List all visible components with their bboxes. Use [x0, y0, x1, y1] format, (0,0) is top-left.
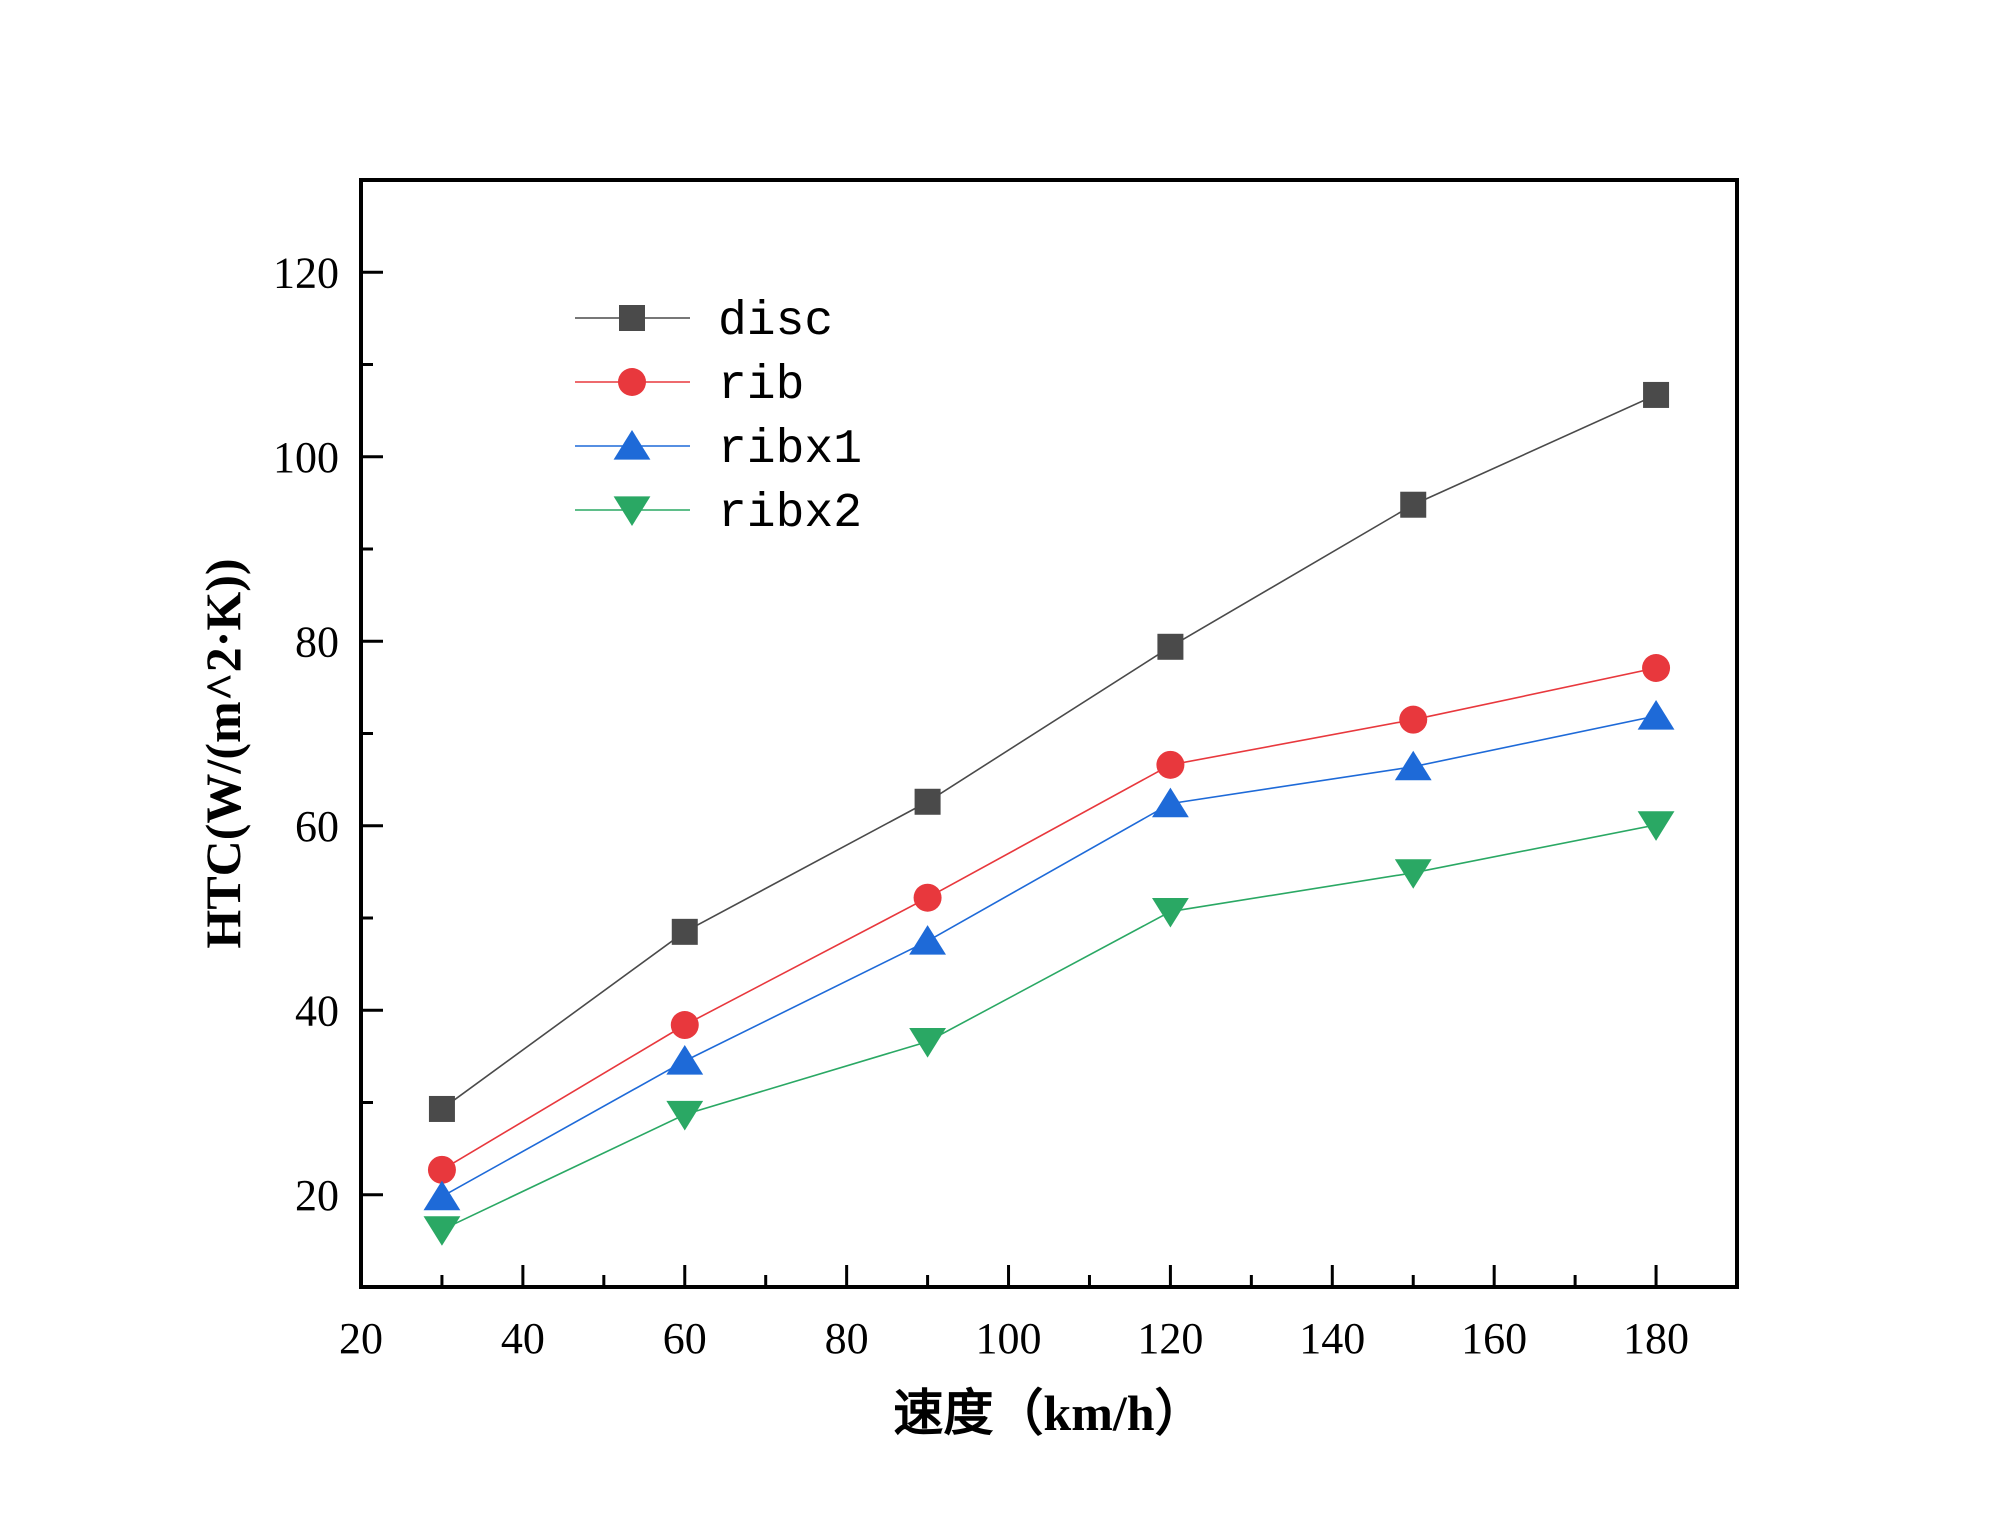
y-tick-label: 120: [273, 248, 339, 297]
data-point-rib: [1399, 705, 1428, 734]
x-tick-label: 100: [976, 1314, 1042, 1363]
data-point-ribx2: [666, 1100, 704, 1131]
data-point-disc: [914, 788, 941, 815]
y-axis-title: HTC(W/(m^2·K)): [195, 558, 251, 948]
data-point-rib: [913, 883, 942, 912]
legend-marker: [619, 305, 645, 331]
x-tick-label: 20: [339, 1314, 383, 1363]
x-axis-title: 速度（km/h）: [893, 1385, 1204, 1441]
data-point-ribx1: [909, 925, 946, 955]
y-tick-label: 40: [295, 986, 339, 1035]
data-point-ribx2: [423, 1216, 461, 1246]
y-tick-label: 20: [295, 1171, 339, 1220]
legend-label: ribx2: [718, 487, 862, 541]
data-point-disc: [428, 1095, 455, 1122]
data-point-rib: [427, 1155, 456, 1184]
legend-label: disc: [718, 295, 833, 349]
legend-item-rib: rib: [575, 359, 804, 413]
legend-marker: [613, 496, 651, 526]
axes-layer: 20 40 60 80 100 120 140 160 180 20 40 60 80 100 120: [273, 248, 1689, 1363]
legend-label: rib: [718, 359, 804, 413]
series-line-ribx2: [441, 824, 1657, 1231]
data-point-ribx1: [1637, 699, 1675, 730]
series-line-ribx1: [441, 715, 1657, 1198]
data-point-disc: [671, 918, 698, 945]
data-point-disc: [1400, 491, 1427, 518]
series-ribx2: [423, 811, 1675, 1246]
x-tick-label: 80: [825, 1314, 869, 1363]
data-point-rib: [1642, 654, 1671, 683]
series-line-rib: [441, 667, 1657, 1171]
legend-item-ribx2: ribx2: [575, 487, 862, 541]
y-tick-label: 60: [295, 802, 339, 851]
data-point-ribx1: [666, 1044, 704, 1075]
legend-label: ribx1: [718, 423, 862, 477]
plot-area: [359, 178, 1739, 1289]
x-tick-label: 60: [663, 1314, 707, 1363]
legend-item-disc: disc: [575, 295, 833, 349]
y-tick-label: 100: [273, 433, 339, 482]
data-point-disc: [1643, 381, 1670, 408]
x-tick-label: 40: [501, 1314, 545, 1363]
legend-item-ribx1: ribx1: [575, 423, 862, 477]
data-point-ribx1: [423, 1180, 461, 1211]
data-point-ribx1: [1394, 750, 1432, 781]
data-point-rib: [670, 1011, 699, 1040]
plot-frame: [359, 178, 1739, 1289]
y-tick-label: 80: [295, 617, 339, 666]
legend-marker: [618, 368, 646, 396]
x-tick-label: 180: [1623, 1314, 1689, 1363]
data-point-ribx2: [1637, 811, 1675, 841]
data-point-ribx1: [1152, 787, 1189, 818]
legend-marker: [613, 430, 651, 460]
x-tick-label: 160: [1461, 1314, 1527, 1363]
series-layer: [423, 381, 1675, 1246]
series-disc: [428, 381, 1670, 1122]
series-line-disc: [441, 394, 1657, 1110]
data-point-ribx2: [1394, 859, 1432, 889]
x-tick-label: 120: [1137, 1314, 1203, 1363]
series-rib: [427, 654, 1671, 1184]
series-ribx1: [423, 699, 1675, 1211]
legend: disc rib ribx1 ribx2: [575, 295, 862, 541]
data-point-rib: [1156, 750, 1185, 779]
x-tick-label: 140: [1299, 1314, 1365, 1363]
data-point-disc: [1157, 633, 1184, 660]
data-point-ribx2: [1152, 897, 1189, 928]
data-point-ribx2: [909, 1028, 946, 1058]
